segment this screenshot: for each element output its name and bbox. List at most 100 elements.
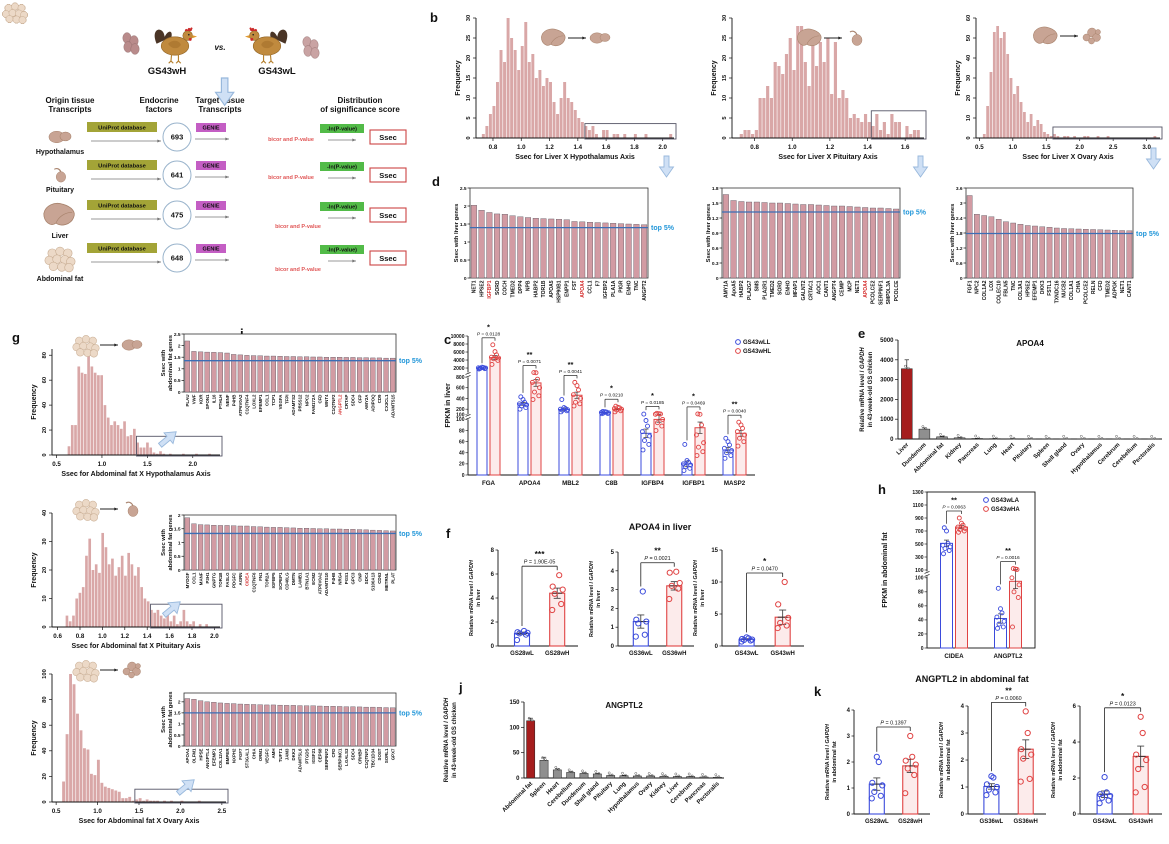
y-tick-label: 4000 bbox=[880, 358, 894, 364]
gene-label: TOR1B bbox=[541, 280, 547, 297]
bicor-label: bicor and P-value bbox=[268, 175, 314, 181]
hist-bar bbox=[208, 453, 211, 455]
y-tick-label: 1 bbox=[847, 786, 851, 792]
data-dot bbox=[955, 524, 961, 530]
rank-bar bbox=[284, 527, 290, 571]
data-dot bbox=[530, 718, 534, 722]
hist-bar bbox=[97, 375, 100, 455]
gene-label: TCP1 bbox=[271, 394, 276, 406]
gene-label: CFD bbox=[1098, 280, 1104, 291]
data-dot bbox=[576, 387, 581, 393]
x-tick-label: 1.6 bbox=[901, 144, 910, 151]
hist-bar bbox=[886, 134, 890, 138]
badge bbox=[196, 244, 226, 253]
ssec-box bbox=[369, 167, 407, 183]
x-axis-label: Ssec for Liver X Pituitary Axis bbox=[778, 154, 877, 161]
y-tick-label: 1.2 bbox=[956, 246, 963, 252]
tissue-bar bbox=[699, 776, 709, 779]
hist-bar bbox=[1002, 32, 1006, 138]
data-dot bbox=[728, 453, 734, 458]
hist-bar bbox=[845, 98, 849, 138]
y-tick-label: 2000 bbox=[453, 366, 464, 372]
hist-bar bbox=[822, 62, 826, 138]
x-tick-label: GS36wH bbox=[1014, 819, 1038, 825]
y-tick-label: 15 bbox=[722, 74, 728, 81]
hist-bar bbox=[909, 134, 913, 138]
x-tick-label: CIDEA bbox=[944, 653, 964, 660]
rank-bar bbox=[257, 355, 263, 393]
rank-bar bbox=[730, 200, 737, 279]
data-dot bbox=[641, 411, 647, 417]
gene-label: LOXL2 bbox=[251, 394, 256, 409]
y-tick-label: 1.5 bbox=[460, 222, 467, 228]
abdominal-fat-icon bbox=[72, 499, 100, 522]
rank-bar bbox=[290, 705, 296, 747]
rank-bar bbox=[304, 356, 310, 393]
hist-bar bbox=[982, 134, 986, 138]
gene-label: CFD bbox=[318, 395, 323, 404]
data-dot bbox=[516, 401, 522, 407]
x-tick-label: 3.0 bbox=[1142, 144, 1151, 151]
data-dot bbox=[902, 757, 909, 764]
badge-label: -ln(P-value) bbox=[327, 205, 357, 211]
bicor-label: bicor and P-value bbox=[275, 267, 321, 273]
group-bar bbox=[666, 585, 683, 647]
hist-bar bbox=[1009, 78, 1013, 138]
data-dot bbox=[541, 756, 544, 760]
data-dot bbox=[677, 774, 681, 778]
hist-bar bbox=[747, 130, 751, 138]
y-tick-label: 2.5 bbox=[174, 332, 181, 338]
hist-bar bbox=[811, 34, 815, 138]
hist-bar bbox=[87, 350, 90, 455]
chart-f1: 0 2 4 6 8 GS28wL GS28wH P = 1.90E-05*** Relative… bbox=[469, 548, 578, 657]
data-dot bbox=[1010, 566, 1016, 572]
top5-label: top 5% bbox=[651, 225, 675, 232]
axis-break bbox=[925, 571, 929, 577]
chart-b3: 0 10 20 30 40 50 60 0.5 1.0 1.5 2.0 2.5 3.0 Frequency… bbox=[955, 15, 1163, 161]
y-tick-label: 8000 bbox=[453, 342, 464, 348]
y-axis-label: abdominal fat genes bbox=[168, 514, 174, 570]
gene-label: APOA4 bbox=[185, 748, 190, 764]
data-dot bbox=[613, 403, 619, 409]
hist-bar bbox=[179, 621, 182, 627]
rank-bar bbox=[317, 356, 323, 393]
data-dot bbox=[537, 385, 543, 391]
rank-bar bbox=[290, 356, 296, 393]
y-tick-label: 0 bbox=[178, 568, 181, 574]
gene-label: CFD bbox=[331, 749, 336, 758]
hist-bar bbox=[128, 796, 132, 802]
x-tick-label: GS36wL bbox=[629, 651, 653, 657]
rank-bar bbox=[237, 354, 243, 393]
data-dot bbox=[572, 379, 578, 385]
rank-bar bbox=[297, 705, 303, 747]
abdominal-fat-icon bbox=[72, 335, 100, 358]
line bbox=[465, 375, 471, 378]
hist-bar bbox=[159, 451, 162, 455]
hist-bar bbox=[88, 538, 92, 627]
data-dot bbox=[641, 631, 648, 638]
legend-marker bbox=[735, 348, 741, 354]
data-dot bbox=[643, 618, 650, 625]
hist-bar bbox=[1063, 136, 1066, 138]
rank-bar bbox=[270, 527, 276, 571]
arrow-head-icon bbox=[225, 215, 229, 219]
rank-bar bbox=[540, 218, 547, 279]
pituitary-icon bbox=[849, 30, 863, 46]
rank-bar bbox=[337, 357, 343, 393]
tissue-bar bbox=[918, 428, 931, 440]
hist-bar bbox=[773, 62, 777, 138]
data-dot bbox=[1141, 783, 1148, 791]
data-dot bbox=[664, 774, 667, 778]
y-tick-label: 1100 bbox=[913, 503, 924, 509]
data-dot bbox=[1062, 434, 1066, 438]
p-value: P = 0.0123 bbox=[1110, 701, 1136, 707]
x-tick-label: 2.5 bbox=[1109, 144, 1118, 151]
gene-label: FGF1 bbox=[967, 280, 973, 293]
y-tick-label: 2 bbox=[611, 606, 615, 612]
y-tick-label: 4 bbox=[611, 569, 615, 575]
y-tick-label: 20 bbox=[459, 462, 465, 468]
gene-label: TNC bbox=[634, 280, 640, 291]
hist-bar bbox=[788, 38, 792, 138]
